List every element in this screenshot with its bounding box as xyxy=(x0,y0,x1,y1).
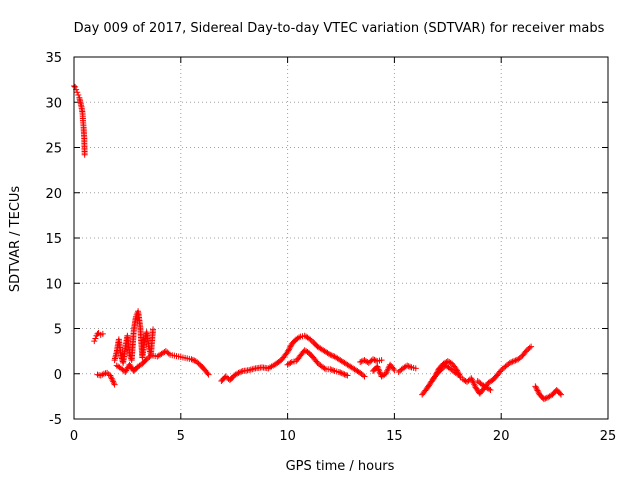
data-point xyxy=(285,347,292,354)
data-point xyxy=(295,334,302,341)
data-point xyxy=(390,365,397,372)
data-point xyxy=(412,365,419,372)
data-point xyxy=(542,395,549,402)
data-point xyxy=(508,359,515,366)
data-point xyxy=(532,383,539,390)
data-point xyxy=(526,344,533,351)
y-axis-label: SDTVAR / TECUs xyxy=(8,186,23,293)
data-point xyxy=(370,356,377,363)
data-point xyxy=(99,330,106,337)
data-point xyxy=(378,357,385,364)
data-point xyxy=(81,151,88,158)
data-point xyxy=(511,358,518,365)
data-point xyxy=(535,388,542,395)
data-point xyxy=(286,346,293,353)
data-point xyxy=(146,353,153,360)
data-point xyxy=(344,372,351,379)
y-tick-label: 0 xyxy=(54,368,62,383)
data-point xyxy=(236,369,243,376)
data-point xyxy=(204,370,211,377)
data-point xyxy=(165,350,172,357)
data-point xyxy=(556,390,563,397)
y-tick-label: 5 xyxy=(54,323,62,338)
data-point xyxy=(534,387,541,394)
data-point xyxy=(361,373,368,380)
data-point xyxy=(506,359,513,366)
x-tick-label: 20 xyxy=(493,429,510,444)
y-tick-label: 20 xyxy=(45,187,62,202)
data-point xyxy=(205,371,212,378)
data-point xyxy=(360,372,367,379)
data-point xyxy=(374,363,381,370)
data-point xyxy=(94,330,101,337)
tick-labels: 0 5 10 15 20 25 -5 0 5 10 15 20 25 30 35 xyxy=(45,51,616,444)
data-point xyxy=(533,386,540,393)
data-point xyxy=(533,384,540,391)
y-tick-label: 10 xyxy=(45,277,62,292)
chart-title: Day 009 of 2017, Sidereal Day-to-day VTE… xyxy=(74,21,605,36)
data-point xyxy=(284,349,291,356)
data-point xyxy=(286,344,293,351)
data-point xyxy=(330,367,337,374)
data-point xyxy=(327,366,334,373)
data-point xyxy=(235,369,242,376)
data-point xyxy=(74,89,81,96)
data-point xyxy=(328,366,335,373)
data-point xyxy=(92,335,99,342)
data-point xyxy=(338,370,345,377)
data-point xyxy=(340,370,347,377)
data-point xyxy=(371,356,378,363)
data-point xyxy=(72,83,79,90)
data-point xyxy=(327,351,334,358)
x-tick-label: 25 xyxy=(600,429,617,444)
data-point xyxy=(111,381,118,388)
data-point xyxy=(376,367,383,374)
data-point xyxy=(91,338,98,345)
x-tick-label: 0 xyxy=(70,429,78,444)
data-point xyxy=(150,326,157,333)
y-tick-label: 15 xyxy=(45,232,62,247)
data-point xyxy=(374,364,381,371)
data-point xyxy=(287,359,294,366)
data-point xyxy=(455,371,462,378)
data-point xyxy=(321,365,328,372)
data-point xyxy=(328,352,335,359)
grid-lines xyxy=(74,57,608,419)
data-point xyxy=(287,343,294,350)
data-point xyxy=(357,358,364,365)
x-axis-label: GPS time / hours xyxy=(286,459,395,474)
data-point xyxy=(189,356,196,363)
x-tick-label: 10 xyxy=(279,429,296,444)
data-points xyxy=(71,82,565,403)
y-tick-label: -5 xyxy=(49,413,62,428)
data-point xyxy=(342,371,349,378)
data-point xyxy=(337,369,344,376)
data-point xyxy=(558,391,565,398)
data-point xyxy=(540,396,547,403)
x-tick-label: 5 xyxy=(177,429,185,444)
data-point xyxy=(454,370,461,377)
data-point xyxy=(341,371,348,378)
y-tick-label: 25 xyxy=(45,142,62,157)
plot-frame xyxy=(73,56,609,420)
data-point xyxy=(528,343,535,350)
data-point xyxy=(407,363,414,370)
y-tick-label: 35 xyxy=(45,51,62,66)
x-tick-label: 15 xyxy=(386,429,403,444)
data-point xyxy=(509,358,516,365)
data-point xyxy=(486,386,493,393)
data-point xyxy=(512,357,519,364)
data-point xyxy=(375,366,382,373)
data-point xyxy=(405,363,412,370)
data-point xyxy=(391,367,398,374)
data-point xyxy=(75,92,82,99)
data-point xyxy=(404,362,411,369)
data-point xyxy=(335,368,342,375)
y-tick-label: 30 xyxy=(45,96,62,111)
data-point xyxy=(188,356,195,363)
data-point xyxy=(487,387,494,394)
data-point xyxy=(376,369,383,376)
data-point xyxy=(238,368,245,375)
